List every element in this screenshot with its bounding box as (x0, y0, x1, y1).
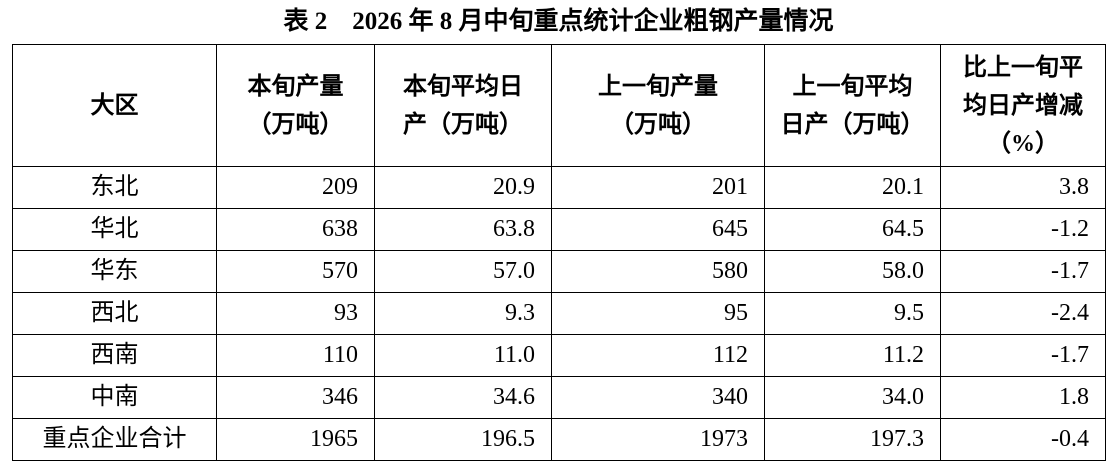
table-row: 东北 209 20.9 201 20.1 3.8 (12, 166, 1106, 209)
header-text: 上一旬产量 (598, 73, 718, 100)
value-cell: 1.8 (940, 376, 1106, 419)
value-cell: 9.5 (764, 292, 941, 335)
value-cell: -1.7 (940, 334, 1106, 377)
header-text: 上一旬平均 (792, 73, 913, 100)
value-cell: 645 (551, 208, 765, 251)
value-cell: 95 (551, 292, 765, 335)
value-cell: 346 (216, 376, 375, 419)
value-cell: 112 (551, 334, 765, 377)
header-cell: 比上一旬平均日产增减 （%） (940, 44, 1106, 167)
header-text: 大区 (90, 92, 139, 119)
value-cell: 20.1 (764, 166, 941, 209)
region-cell: 中南 (12, 376, 217, 419)
region-cell: 重点企业合计 (12, 418, 217, 461)
value-cell: 570 (216, 250, 375, 293)
value-cell: -0.4 (940, 418, 1106, 461)
header-text: 日产（万吨） (780, 111, 925, 138)
value-cell: 340 (551, 376, 765, 419)
value-cell: -1.2 (940, 208, 1106, 251)
value-cell: 197.3 (764, 418, 941, 461)
value-cell: 9.3 (374, 292, 552, 335)
header-cell: 上一旬平均日产（万吨） (764, 44, 941, 167)
value-cell: 209 (216, 166, 375, 209)
header-cell: 本旬产量 （万吨） (216, 44, 375, 167)
value-cell: 580 (551, 250, 765, 293)
header-text: （%） (987, 130, 1059, 157)
header-row: 大区 本旬产量 （万吨） 本旬平均日产（万吨） 上一旬产量 （万吨） 上一旬平均日产（万吨）… (12, 44, 1106, 167)
header-text: 比上一旬平 (963, 54, 1083, 81)
value-cell: 58.0 (764, 250, 941, 293)
data-table: 大区 本旬产量 （万吨） 本旬平均日产（万吨） 上一旬产量 （万吨） 上一旬平均日产（万吨）… (12, 44, 1106, 461)
value-cell: 3.8 (940, 166, 1106, 209)
table-body: 东北 209 20.9 201 20.1 3.8 华北 638 63.8 645 64.5 -1.2 华… (12, 166, 1106, 461)
value-cell: 638 (216, 208, 375, 251)
header-text: 产（万吨） (403, 111, 523, 138)
header-cell: 上一旬产量 （万吨） (551, 44, 765, 167)
region-cell: 东北 (12, 166, 217, 209)
table-row: 华东 570 57.0 580 58.0 -1.7 (12, 250, 1106, 293)
region-cell: 西南 (12, 334, 217, 377)
value-cell: -1.7 (940, 250, 1106, 293)
value-cell: 1973 (551, 418, 765, 461)
header-text: 均日产增减 (963, 92, 1083, 119)
value-cell: 11.2 (764, 334, 941, 377)
value-cell: 20.9 (374, 166, 552, 209)
table-row: 西北 93 9.3 95 9.5 -2.4 (12, 292, 1106, 335)
value-cell: -2.4 (940, 292, 1106, 335)
table-row: 西南 110 11.0 112 11.2 -1.7 (12, 334, 1106, 377)
table-row: 重点企业合计 1965 196.5 1973 197.3 -0.4 (12, 418, 1106, 461)
value-cell: 93 (216, 292, 375, 335)
value-cell: 11.0 (374, 334, 552, 377)
value-cell: 63.8 (374, 208, 552, 251)
header-text: 本旬平均日 (403, 73, 523, 100)
region-cell: 华东 (12, 250, 217, 293)
value-cell: 1965 (216, 418, 375, 461)
region-cell: 华北 (12, 208, 217, 251)
table-row: 中南 346 34.6 340 34.0 1.8 (12, 376, 1106, 419)
value-cell: 196.5 (374, 418, 552, 461)
value-cell: 34.6 (374, 376, 552, 419)
region-cell: 西北 (12, 292, 217, 335)
value-cell: 64.5 (764, 208, 941, 251)
value-cell: 57.0 (374, 250, 552, 293)
header-text: （万吨） (247, 111, 344, 138)
table-title: 表 2 2026 年 8 月中旬重点统计企业粗钢产量情况 (283, 8, 834, 35)
value-cell: 110 (216, 334, 375, 377)
value-cell: 34.0 (764, 376, 941, 419)
table-row: 华北 638 63.8 645 64.5 -1.2 (12, 208, 1106, 251)
header-cell: 本旬平均日产（万吨） (374, 44, 552, 167)
header-text: （万吨） (610, 111, 706, 138)
header-cell: 大区 (12, 44, 217, 167)
header-text: 本旬产量 (247, 73, 344, 100)
value-cell: 201 (551, 166, 765, 209)
